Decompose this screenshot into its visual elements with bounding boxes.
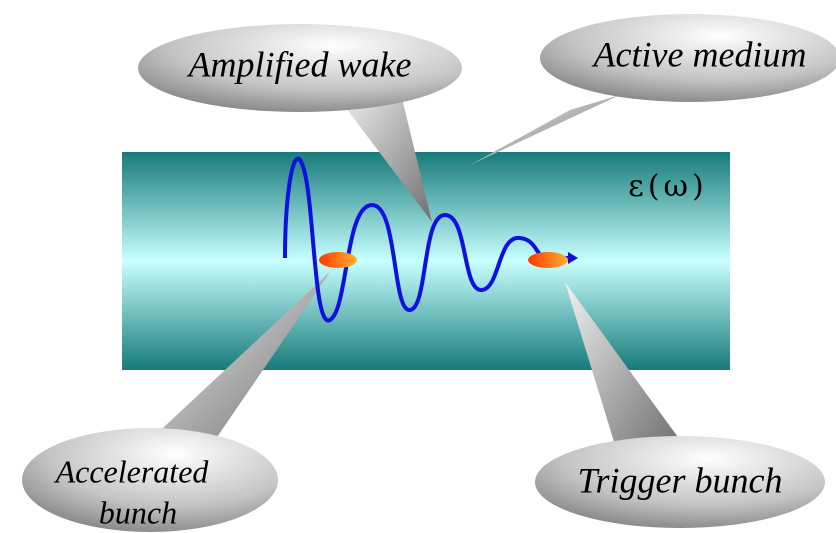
label: Accelerated [54, 453, 210, 489]
diagram: Amplified wake Active medium ε(ω) Accele… [0, 0, 836, 533]
permittivity-label: ε(ω) [628, 169, 707, 204]
label: bunch [99, 494, 177, 530]
label: Amplified wake [187, 44, 412, 84]
label: Trigger bunch [577, 460, 782, 500]
accelerated-bunch-marker [319, 252, 357, 268]
label: Active medium [592, 34, 807, 74]
trigger-bunch-marker [528, 252, 568, 268]
